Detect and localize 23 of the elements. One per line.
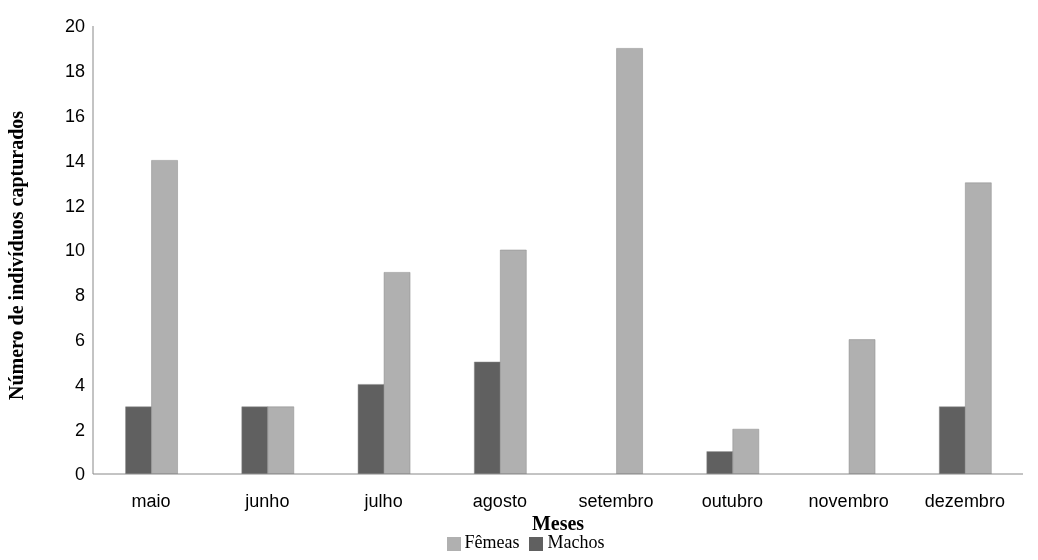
y-tick-label: 6 xyxy=(74,329,85,350)
y-tick-label: 16 xyxy=(64,105,85,126)
x-tick-label: junho xyxy=(244,490,290,511)
y-tick-label: 20 xyxy=(64,16,85,37)
legend-label: Fêmeas xyxy=(464,532,520,552)
x-tick-label: agosto xyxy=(472,490,527,511)
y-tick-label: 8 xyxy=(74,285,85,306)
x-tick-label: maio xyxy=(131,490,171,511)
x-tick-label: setembro xyxy=(578,490,654,511)
x-tick-label: dezembro xyxy=(924,490,1005,511)
legend-label: Machos xyxy=(547,532,605,552)
x-axis-title: Meses xyxy=(531,512,585,534)
y-tick-label: 0 xyxy=(74,464,85,485)
y-tick-label: 10 xyxy=(64,240,85,261)
y-tick-label: 2 xyxy=(74,419,85,440)
x-tick-label: outubro xyxy=(701,490,763,511)
y-tick-label: 12 xyxy=(64,195,85,216)
y-axis-title: Número de indivíduos capturados xyxy=(5,110,29,400)
y-tick-label: 14 xyxy=(64,150,85,171)
y-tick-label: 4 xyxy=(74,374,85,395)
y-tick-label: 18 xyxy=(64,61,85,82)
x-tick-label: novembro xyxy=(808,490,889,511)
x-tick-label: julho xyxy=(363,490,403,511)
